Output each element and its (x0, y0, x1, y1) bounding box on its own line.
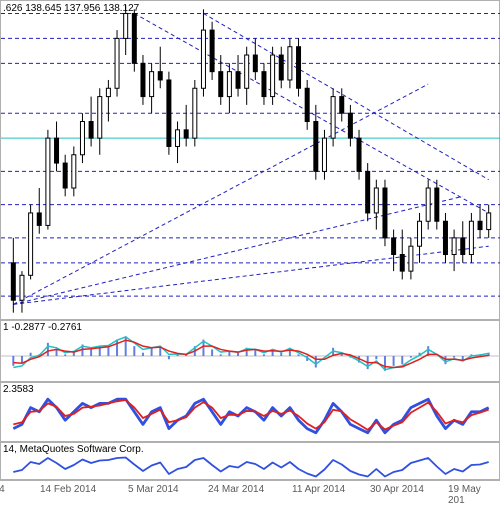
ohlc-readout: .626 138.645 137.956 138.127 (3, 3, 139, 14)
macd-readout: 1 -0.2877 -0.2761 (3, 322, 82, 333)
time-axis-tick: 014 (0, 484, 5, 495)
cci-panel[interactable]: 14, MetaQuotes Software Corp. (0, 442, 500, 480)
oscillator-panel[interactable]: 2.3583 (0, 382, 500, 442)
oscillator-svg (1, 383, 500, 443)
price-chart-svg (1, 1, 500, 321)
time-axis: 014 14 Feb 2014 5 Mar 2014 24 Mar 2014 11 Ap… (0, 480, 500, 500)
time-axis-tick: 5 Mar 2014 (128, 484, 179, 495)
price-chart-panel[interactable]: .626 138.645 137.956 138.127 (0, 0, 500, 320)
oscillator-readout: 2.3583 (3, 384, 34, 395)
macd-panel[interactable]: 1 -0.2877 -0.2761 (0, 320, 500, 382)
time-axis-tick: 14 Feb 2014 (40, 484, 96, 495)
time-axis-tick: 24 Mar 2014 (208, 484, 264, 495)
copyright-label: 14, MetaQuotes Software Corp. (3, 444, 144, 455)
time-axis-tick: 11 Apr 2014 (292, 484, 345, 495)
time-axis-tick: 30 Apr 2014 (370, 484, 424, 495)
time-axis-tick: 19 May 201 (448, 484, 500, 506)
